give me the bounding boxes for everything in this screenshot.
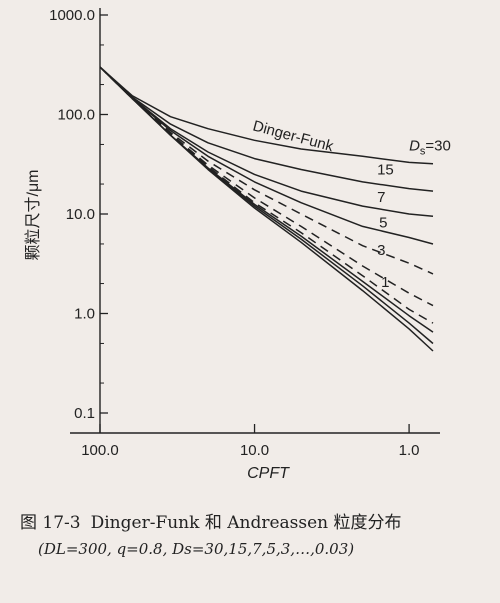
series-label-suffix: =30: [425, 137, 450, 154]
series-label: 1: [381, 274, 389, 291]
annotation-dinger-funk: Dinger-Funk: [251, 117, 336, 155]
figure-title: Dinger-Funk 和 Andreassen 粒度分布: [90, 513, 402, 533]
series-label-main: D: [409, 137, 420, 154]
y-tick-label: 1.0: [74, 306, 95, 323]
figure-number: 图 17-3: [20, 513, 81, 533]
series-line-15: [99, 66, 434, 192]
series-layer: [99, 66, 434, 352]
series-label: 7: [377, 189, 385, 206]
y-tick-label: 0.1: [74, 405, 95, 422]
y-tick-label: 10.0: [66, 206, 95, 223]
axes: 1000.0 100.0 10.0 1.0 0.1 100.0 10.0 1.0 CPFT 颗粒尺…: [24, 7, 440, 482]
series-line-Ds-30: [99, 66, 434, 165]
series-label: 5: [379, 215, 387, 232]
series-label: Ds=30: [409, 137, 451, 157]
y-axis-title: 颗粒尺寸/μm: [24, 170, 42, 261]
y-tick-label: 1000.0: [49, 7, 95, 24]
series-line-1: [99, 66, 434, 307]
series-label: 15: [377, 162, 394, 179]
x-tick-label: 10.0: [240, 442, 269, 459]
series-line-0-03: [99, 66, 434, 352]
x-tick-label: 100.0: [81, 442, 119, 459]
figure-caption-title: 图 17-3 Dinger-Funk 和 Andreassen 粒度分布: [20, 508, 500, 533]
figure-caption-note: (DL=300, q=0.8, Ds=30,15,7,5,3,…,0.03): [38, 540, 355, 558]
x-tick-label: 1.0: [399, 442, 420, 459]
chart: 1000.0 100.0 10.0 1.0 0.1 100.0 10.0 1.0 CPFT 颗粒尺…: [24, 7, 451, 482]
series-label: 3: [377, 242, 385, 259]
x-axis-title: CPFT: [247, 465, 290, 482]
y-tick-label: 100.0: [57, 107, 95, 124]
series-label-subscript: s: [420, 145, 426, 157]
